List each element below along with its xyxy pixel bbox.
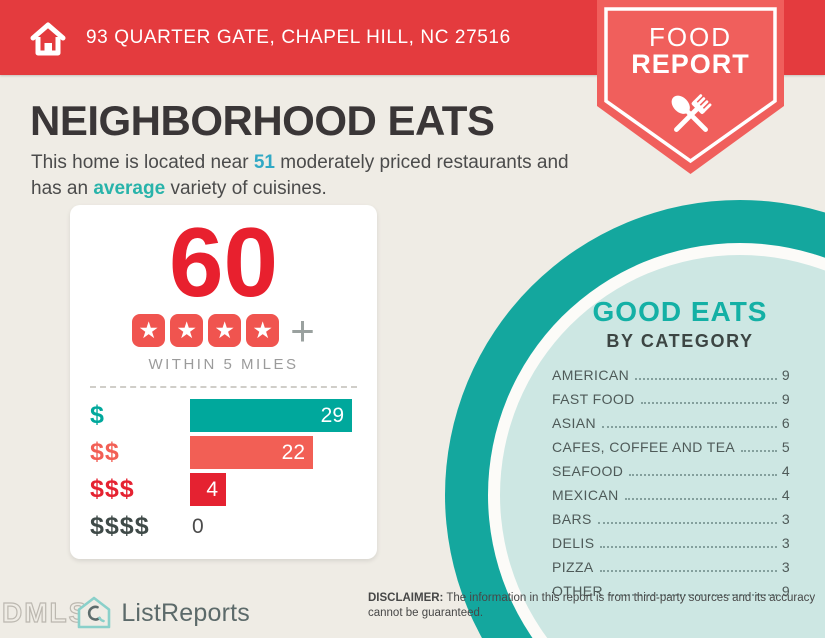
bar-track: 4 bbox=[190, 473, 357, 507]
dot-leader bbox=[609, 594, 777, 596]
category-count: 3 bbox=[781, 535, 790, 551]
price-bar-row: $$ 22 bbox=[90, 436, 357, 470]
category-count: 3 bbox=[781, 559, 790, 575]
radius-caption: WITHIN 5 MILES bbox=[148, 356, 299, 374]
dot-leader bbox=[597, 522, 777, 524]
star-icon: ★ bbox=[208, 314, 242, 348]
category-label: SEAFOOD bbox=[552, 463, 624, 479]
price-bar-row: $$$ 4 bbox=[90, 473, 357, 507]
disclaimer-body: The information in this report is from t… bbox=[368, 592, 816, 620]
good-eats-panel: GOOD EATS BY CATEGORY AMERICAN 9 FAST FOO… bbox=[552, 296, 790, 607]
intro-pre: This home is located near bbox=[31, 152, 254, 173]
bar-value: 4 bbox=[206, 477, 218, 501]
dot-leader bbox=[602, 426, 777, 428]
dot-leader bbox=[624, 498, 777, 500]
category-label: FAST FOOD bbox=[552, 391, 635, 407]
page-title: NEIGHBORHOOD EATS bbox=[30, 97, 495, 144]
category-row: FAST FOOD 9 bbox=[552, 391, 790, 407]
star-rating: ★ ★ ★ ★ + bbox=[70, 306, 377, 354]
price-tier-label: $$$ bbox=[90, 475, 135, 504]
category-row: BARS 3 bbox=[552, 511, 790, 527]
intro-text: This home is located near 51 moderately … bbox=[31, 150, 576, 202]
category-count: 3 bbox=[781, 511, 790, 527]
good-eats-subtitle: BY CATEGORY bbox=[606, 331, 754, 351]
category-label: PIZZA bbox=[552, 559, 594, 575]
bar-value: 22 bbox=[281, 440, 305, 464]
category-count: 4 bbox=[781, 487, 790, 503]
dot-leader bbox=[629, 474, 777, 476]
category-list: AMERICAN 9 FAST FOOD 9 ASIAN 6 CAFES, COFFE… bbox=[552, 367, 790, 599]
intro-mid: moderately priced restaurants and has an bbox=[31, 152, 569, 200]
category-count: 9 bbox=[781, 367, 790, 383]
listreports-logo-icon bbox=[78, 596, 111, 629]
price-bar-row: $ 29 bbox=[90, 399, 357, 433]
price-bar: 29 bbox=[190, 399, 352, 433]
disclaimer-text: DISCLAIMER: The information in this repo… bbox=[368, 591, 820, 621]
star-icon: ★ bbox=[246, 314, 280, 348]
category-count: 4 bbox=[781, 463, 790, 479]
category-count: 5 bbox=[781, 439, 790, 455]
restaurant-count: 51 bbox=[253, 152, 275, 173]
bar-value: 29 bbox=[320, 403, 344, 427]
bar-value: 0 bbox=[192, 514, 204, 538]
category-row: CAFES, COFFEE AND TEA 5 bbox=[552, 439, 790, 455]
category-row: OTHER 9 bbox=[552, 583, 790, 599]
dot-leader bbox=[600, 546, 777, 548]
home-icon bbox=[30, 22, 66, 55]
category-count: 6 bbox=[781, 415, 790, 431]
price-bar-row: $$$$ 0 bbox=[90, 510, 357, 543]
category-label: ASIAN bbox=[552, 415, 597, 431]
badge-line2: REPORT bbox=[631, 49, 750, 79]
dot-leader bbox=[599, 570, 777, 572]
star-icon: ★ bbox=[170, 314, 204, 348]
price-tier-label: $ bbox=[90, 401, 105, 430]
price-bar: 0 bbox=[190, 510, 357, 543]
category-label: BARS bbox=[552, 511, 592, 527]
category-label: DELIS bbox=[552, 535, 595, 551]
crossed-spoon-fork-icon bbox=[671, 94, 712, 132]
brand-footer: DMLS ListReports bbox=[0, 592, 250, 634]
star-icon: ★ bbox=[132, 314, 166, 348]
category-label: MEXICAN bbox=[552, 487, 619, 503]
category-label: CAFES, COFFEE AND TEA bbox=[552, 439, 736, 455]
food-report-badge: FOOD REPORT bbox=[597, 0, 784, 175]
dashed-divider bbox=[90, 386, 357, 389]
bar-track: 29 bbox=[190, 399, 357, 433]
price-tier-label: $$$$ bbox=[90, 512, 150, 541]
bar-track: 22 bbox=[190, 436, 357, 470]
good-eats-title: GOOD EATS bbox=[592, 296, 768, 327]
dot-leader bbox=[741, 450, 777, 452]
price-bar: 22 bbox=[190, 436, 313, 470]
category-row: DELIS 3 bbox=[552, 535, 790, 551]
category-label: OTHER bbox=[552, 583, 603, 599]
ribbon-shape bbox=[597, 0, 784, 174]
category-row: PIZZA 3 bbox=[552, 559, 790, 575]
disclaimer-label: DISCLAIMER: bbox=[368, 592, 444, 604]
price-bar-chart: $ 29 $$ 22 $$$ 4 $$$$ 0 bbox=[70, 399, 377, 543]
restaurant-total-score: 60 bbox=[168, 207, 278, 317]
dot-leader bbox=[635, 378, 777, 380]
plus-icon: + bbox=[290, 306, 315, 354]
price-tier-label: $$ bbox=[90, 438, 120, 467]
category-label: AMERICAN bbox=[552, 367, 630, 383]
category-count: 9 bbox=[781, 583, 790, 599]
price-bar: 4 bbox=[190, 473, 226, 507]
brand-name: ListReports bbox=[121, 598, 250, 627]
variety-highlight: average bbox=[93, 178, 166, 200]
mls-watermark: DMLS bbox=[1, 596, 90, 628]
category-row: SEAFOOD 4 bbox=[552, 463, 790, 479]
badge-line1: FOOD bbox=[648, 22, 733, 52]
category-row: MEXICAN 4 bbox=[552, 487, 790, 503]
score-card: 60 ★ ★ ★ ★ + WITHIN 5 MILES $ 29 $$ 22 bbox=[70, 205, 377, 559]
category-row: ASIAN 6 bbox=[552, 415, 790, 431]
property-address: 93 QUARTER GATE, CHAPEL HILL, NC 27516 bbox=[86, 26, 511, 48]
dot-leader bbox=[640, 402, 777, 404]
intro-post: variety of cuisines. bbox=[165, 178, 327, 200]
category-row: AMERICAN 9 bbox=[552, 367, 790, 383]
category-count: 9 bbox=[781, 391, 790, 407]
bar-track: 0 bbox=[190, 510, 357, 543]
